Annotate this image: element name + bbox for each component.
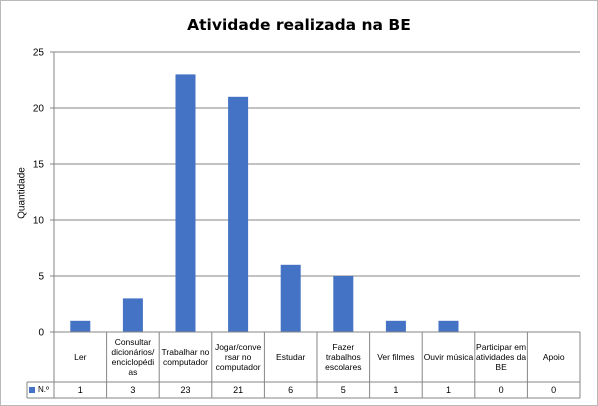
data-table-value: 1 <box>393 385 399 395</box>
y-tick-label: 10 <box>33 216 45 227</box>
y-tick-label: 5 <box>38 272 44 283</box>
chart-title: Atividade realizada na BE <box>187 16 411 34</box>
y-tick-label: 0 <box>38 328 44 339</box>
category-label: Ouvir música <box>423 352 474 362</box>
category-label: Apoio <box>542 352 565 362</box>
data-table-value: 6 <box>288 385 294 395</box>
bar-3 <box>175 74 196 333</box>
data-table-value: 3 <box>130 385 136 395</box>
data-table-value: 1 <box>445 385 451 395</box>
data-table-value: 21 <box>233 385 244 395</box>
data-table-value: 1 <box>77 385 83 395</box>
y-tick-label: 20 <box>33 104 45 115</box>
legend-swatch <box>29 387 35 393</box>
legend-label: N.º <box>38 385 49 394</box>
category-label: Estudar <box>276 352 306 362</box>
category-label: Ver filmes <box>377 352 415 362</box>
category-label: Fazer trabalhos escolares <box>325 342 362 372</box>
data-table-value: 0 <box>551 385 557 395</box>
category-label: Participar em atividades da BE <box>476 342 527 372</box>
legend-entry: N.º <box>27 382 52 398</box>
bar-4 <box>228 96 249 332</box>
bar-6 <box>333 276 354 332</box>
y-tick-label: 25 <box>33 48 45 59</box>
category-label: Trabalhar no computador <box>161 347 210 367</box>
category-label: Consultar dicionários/ enciclopédi as <box>111 337 155 377</box>
bar-5 <box>280 264 301 332</box>
data-table-value: 23 <box>180 385 191 395</box>
bar-8 <box>438 320 459 332</box>
data-table-value: 5 <box>340 385 346 395</box>
data-table-value: 0 <box>498 385 504 395</box>
bar-1 <box>70 320 91 332</box>
y-tick-label: 15 <box>33 160 45 171</box>
bar-7 <box>385 320 406 332</box>
category-label: Ler <box>74 352 87 362</box>
category-label: Jogar/conve rsar no computador <box>214 342 262 372</box>
bar-2 <box>122 298 143 332</box>
